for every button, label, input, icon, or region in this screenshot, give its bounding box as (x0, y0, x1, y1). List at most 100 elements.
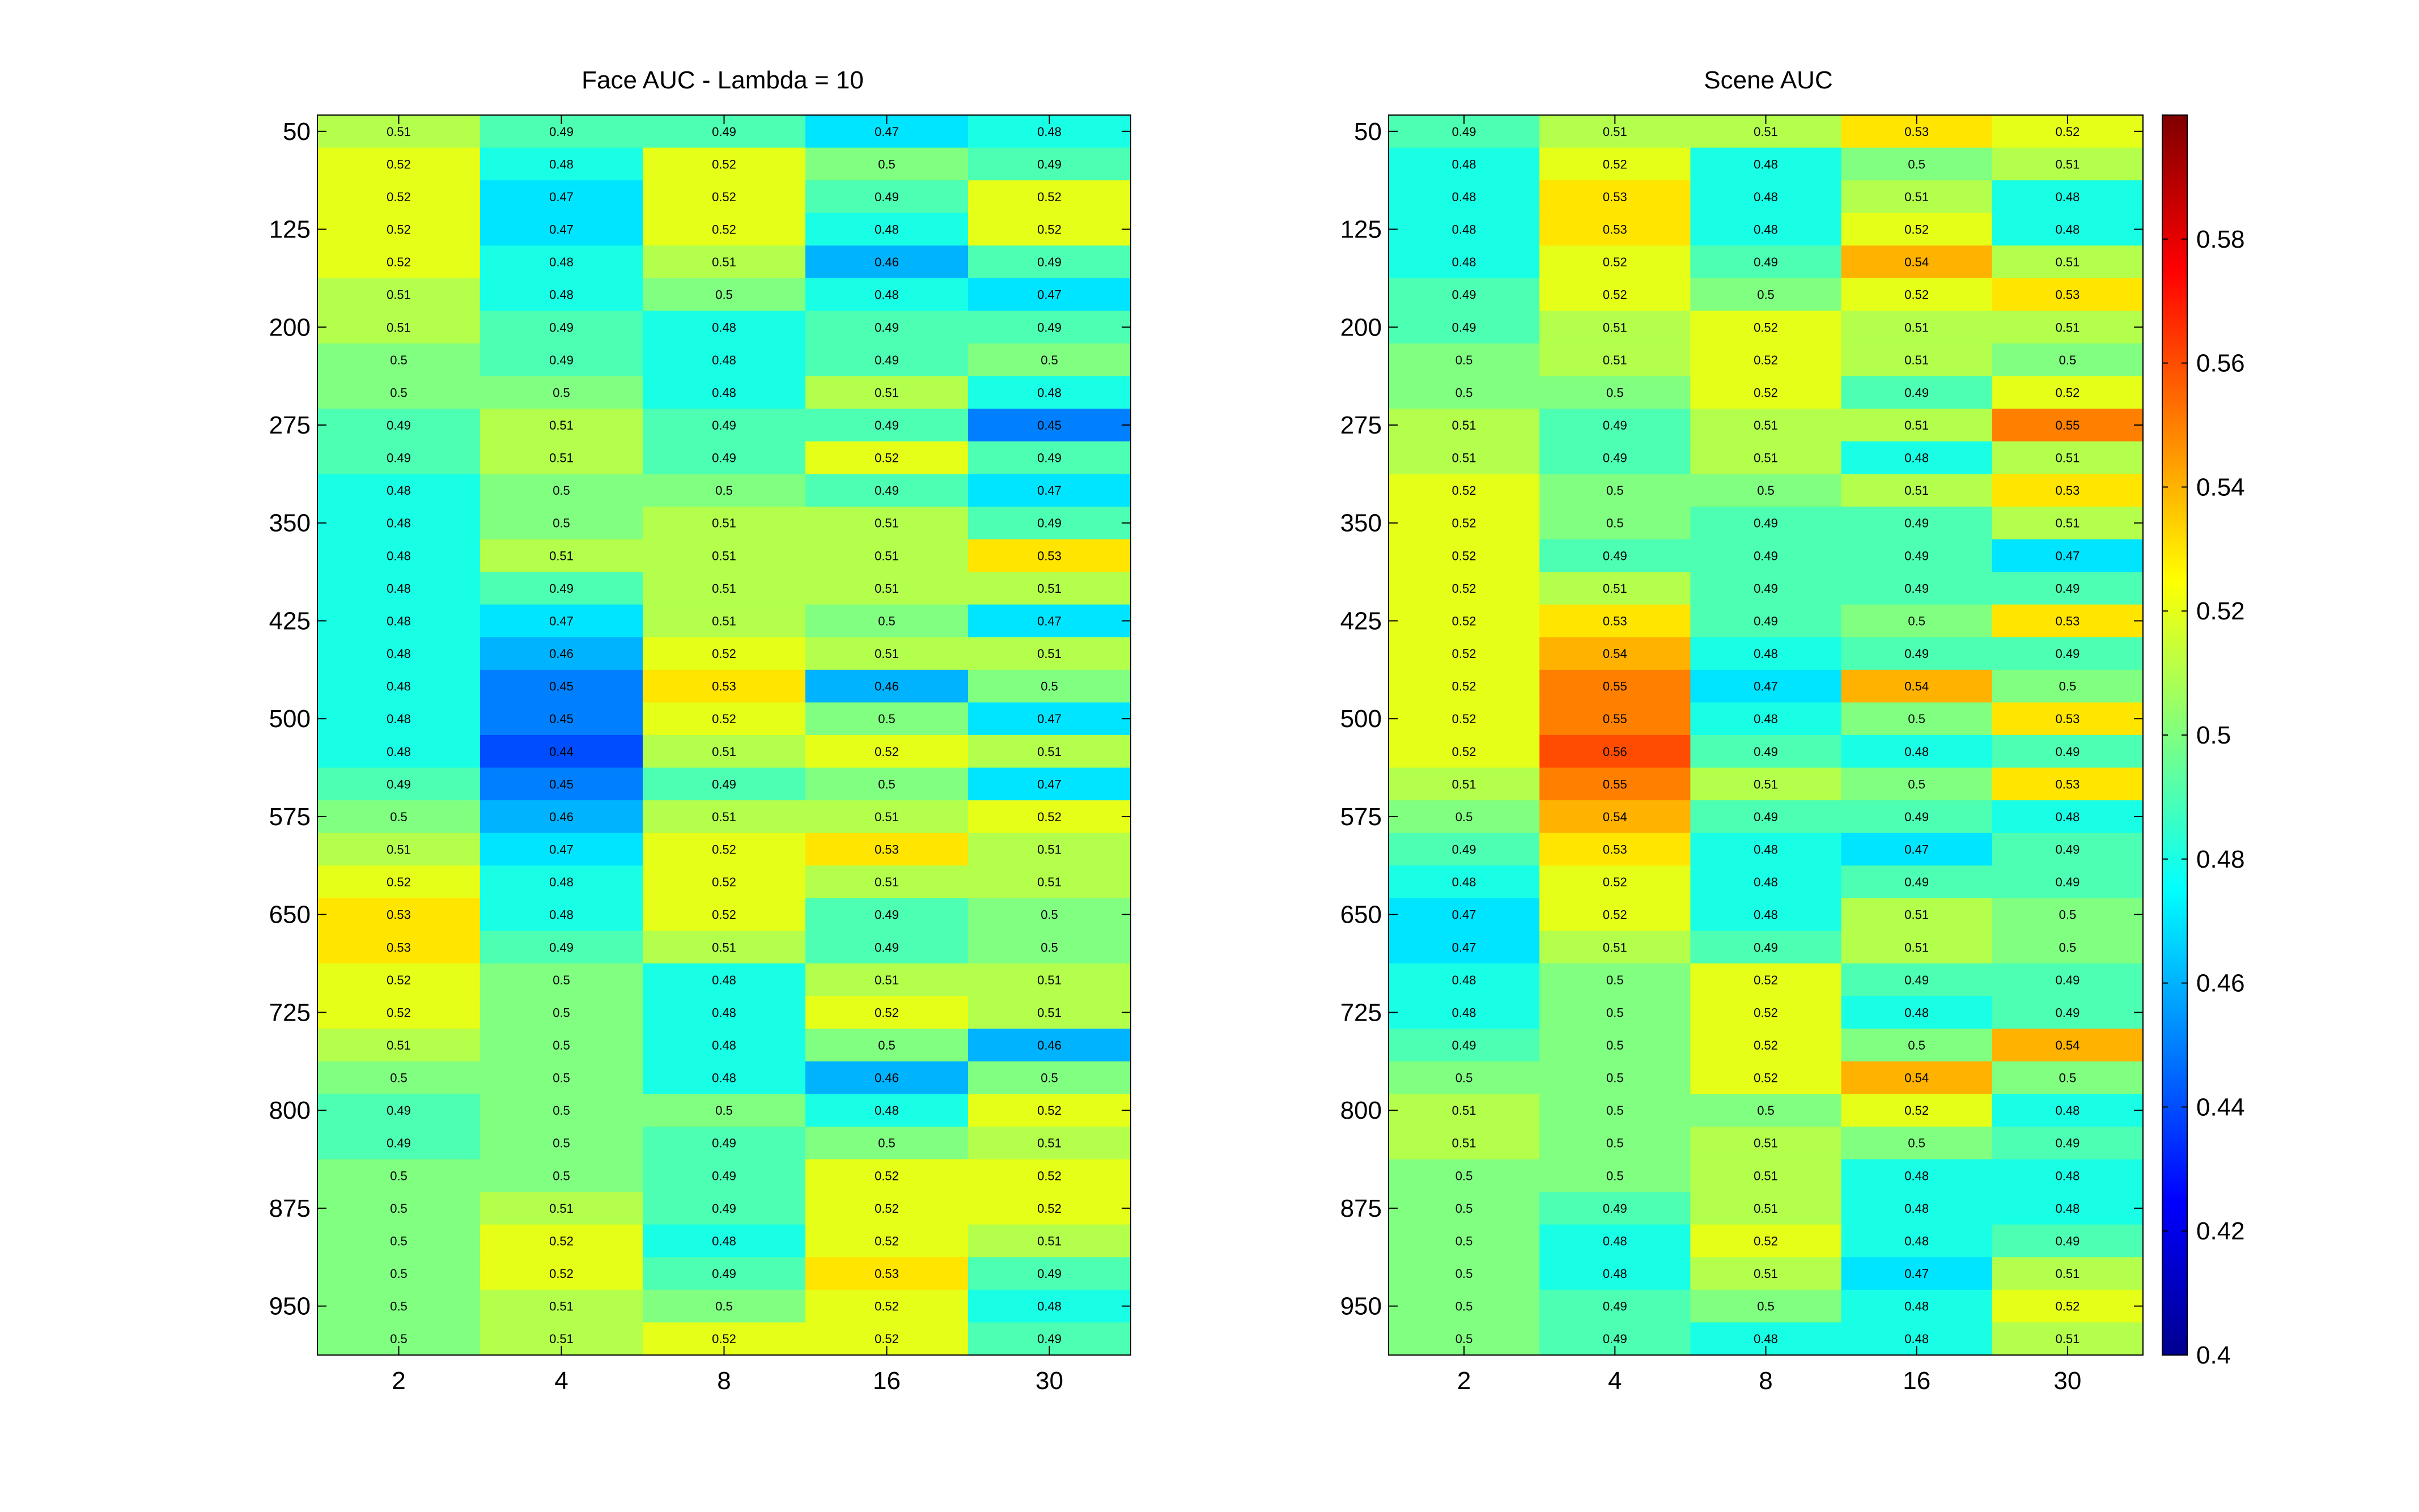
cell-value-label: 0.51 (1754, 451, 1778, 465)
heatmap-cell (643, 213, 806, 246)
heatmap-cell (317, 702, 481, 736)
heatmap-cell (1690, 147, 1842, 181)
cell-value-label: 0.53 (2055, 483, 2080, 498)
heatmap-cell (968, 147, 1131, 181)
y-tick-label: 200 (1340, 313, 1382, 341)
heatmap-cell (317, 1126, 481, 1160)
cell-value-label: 0.5 (1606, 1005, 1624, 1020)
heatmap-cell (1389, 669, 1540, 703)
cell-value-label: 0.51 (1037, 1234, 1062, 1248)
heatmap-cell (317, 963, 481, 997)
cell-value-label: 0.5 (553, 1071, 570, 1085)
heatmap-cell (1539, 735, 1691, 768)
heatmap-cell (317, 1094, 481, 1127)
cell-value-label: 0.52 (1603, 875, 1627, 889)
heatmap-cell (968, 213, 1131, 246)
cell-value-label: 0.5 (1908, 614, 1925, 628)
heatmap-cell (968, 833, 1131, 866)
heatmap-cell (1690, 311, 1842, 344)
heatmap-cell (643, 1094, 806, 1127)
heatmap-cell (1389, 213, 1540, 246)
cell-value-label: 0.48 (712, 1234, 736, 1248)
heatmap-cell (805, 669, 969, 703)
cell-value-label: 0.5 (1606, 1071, 1624, 1085)
cell-value-label: 0.53 (712, 679, 736, 694)
cell-value-label: 0.5 (1455, 1169, 1473, 1183)
cell-value-label: 0.48 (712, 385, 736, 400)
heatmap-cell (1841, 474, 1993, 507)
cell-value-label: 0.53 (1603, 614, 1627, 628)
cell-value-label: 0.48 (2055, 1169, 2080, 1183)
heatmap-cell (1389, 800, 1540, 834)
cell-value-label: 0.5 (1455, 385, 1473, 400)
heatmap-cell (317, 1192, 481, 1225)
cell-value-label: 0.48 (1754, 712, 1778, 726)
cell-value-label: 0.51 (2055, 255, 2080, 269)
cell-value-label: 0.49 (549, 320, 574, 334)
heatmap-cell (1841, 735, 1993, 768)
cell-value-label: 0.49 (1037, 255, 1062, 269)
heatmap-cell (1389, 376, 1540, 409)
cell-value-label: 0.5 (878, 1038, 896, 1052)
cell-value-label: 0.51 (1904, 483, 1929, 498)
heatmap-cell (805, 441, 969, 474)
face-auc-heatmap: Face AUC - Lambda = 10 0.51 0.49 0.49 0.47 0… (269, 66, 1131, 1395)
heatmap-cell (643, 702, 806, 736)
cell-value-label: 0.52 (387, 255, 411, 269)
heatmap-cell (317, 311, 481, 344)
cell-value-label: 0.5 (878, 614, 896, 628)
heatmap-cell (1539, 1159, 1691, 1192)
heatmap-cell (1539, 1257, 1691, 1290)
cell-value-label: 0.51 (875, 385, 899, 400)
heatmap-cell (1841, 1159, 1993, 1192)
cell-value-label: 0.52 (549, 1234, 574, 1248)
heatmap-cell (480, 1159, 643, 1192)
cell-value-label: 0.51 (1037, 647, 1062, 661)
cell-value-label: 0.48 (1754, 875, 1778, 889)
heatmap-cell (1389, 735, 1540, 768)
heatmap-cell (1992, 311, 2144, 344)
heatmap-cell (480, 409, 643, 442)
x-tick-label: 4 (554, 1367, 568, 1395)
cell-value-label: 0.48 (1904, 1005, 1929, 1020)
cell-value-label: 0.52 (1452, 549, 1476, 563)
cell-value-label: 0.52 (1452, 745, 1476, 759)
heatmap-cell (1992, 800, 2144, 834)
y-tick-label: 50 (1354, 118, 1382, 146)
cell-value-label: 0.51 (1754, 418, 1778, 432)
cell-value-label: 0.51 (1754, 777, 1778, 791)
cell-value-label: 0.51 (1037, 843, 1062, 857)
cell-value-label: 0.5 (390, 810, 408, 824)
heatmap-cell (1690, 963, 1842, 997)
cell-value-label: 0.48 (549, 288, 574, 302)
heatmap-cell (1841, 898, 1993, 932)
cell-value-label: 0.49 (2055, 973, 2080, 987)
heatmap-cell (1539, 506, 1691, 540)
cell-value-label: 0.5 (1455, 1299, 1473, 1314)
cell-value-label: 0.48 (1904, 451, 1929, 465)
cell-value-label: 0.51 (1603, 940, 1627, 954)
cell-value-label: 0.52 (1754, 973, 1778, 987)
cell-value-label: 0.5 (1041, 940, 1058, 954)
cell-value-label: 0.52 (712, 908, 736, 922)
heatmap-cell (1539, 963, 1691, 997)
heatmap-cell (1841, 539, 1993, 572)
cell-value-label: 0.51 (712, 745, 736, 759)
heatmap-cell (1841, 1224, 1993, 1258)
cell-value-label: 0.48 (1754, 223, 1778, 237)
heatmap-cell (480, 865, 643, 899)
heatmap-cell (317, 572, 481, 605)
cell-value-label: 0.49 (712, 1201, 736, 1216)
heatmap-cell (805, 1289, 969, 1323)
heatmap-cell (1539, 996, 1691, 1029)
cell-value-label: 0.51 (875, 516, 899, 530)
heatmap-cell (968, 1029, 1131, 1062)
heatmap-cell (1841, 833, 1993, 866)
cell-value-label: 0.51 (875, 875, 899, 889)
cell-value-label: 0.5 (1908, 1038, 1925, 1052)
heatmap-cell (1690, 800, 1842, 834)
cell-value-label: 0.46 (875, 1071, 899, 1085)
heatmap-cell (480, 147, 643, 181)
heatmap-cell (643, 572, 806, 605)
heatmap-cell (968, 604, 1131, 638)
